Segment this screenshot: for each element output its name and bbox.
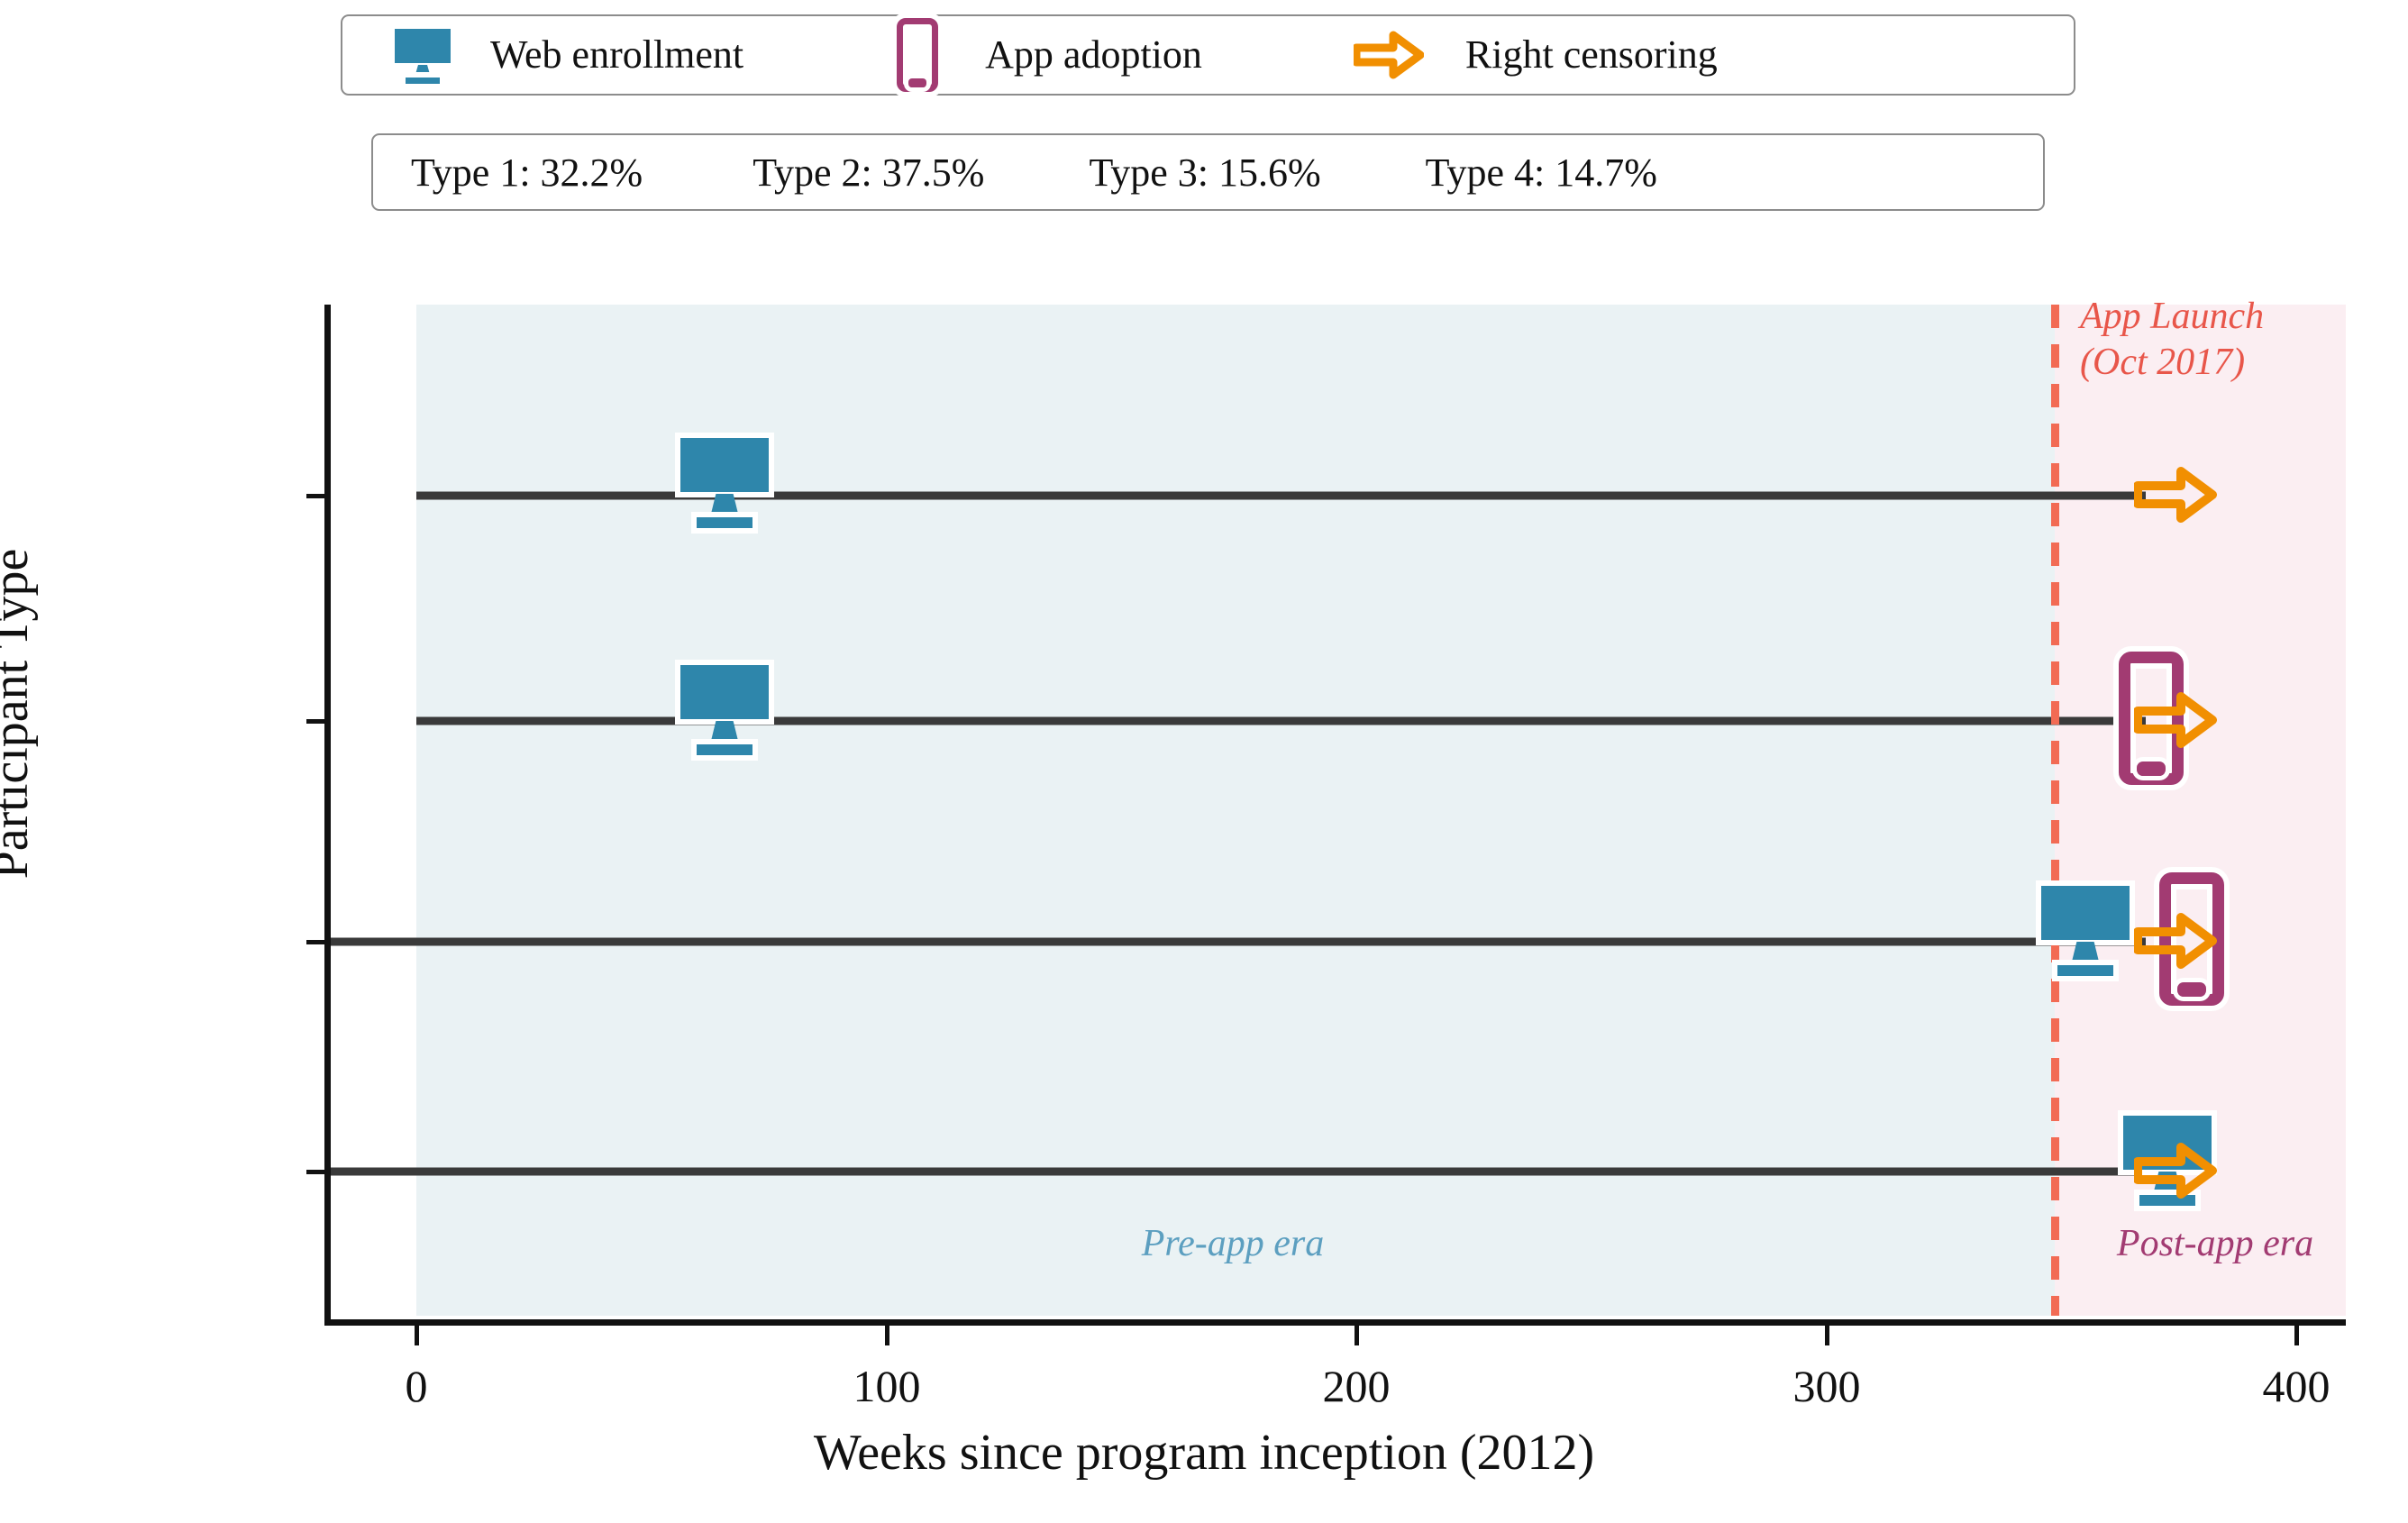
- marker-right-censoring-type-1: [2133, 465, 2217, 529]
- app-launch-line-1: App Launch: [2080, 296, 2265, 337]
- x-tick-label-200: 200: [1322, 1361, 1391, 1411]
- marker-right-censoring-type-2: [2133, 690, 2217, 754]
- y-axis-title: Participant Type: [0, 548, 39, 880]
- x-tick-200: [1354, 1326, 1359, 1345]
- timeline-type-4: [324, 1167, 2146, 1176]
- x-tick-label-100: 100: [853, 1361, 921, 1411]
- x-tick-0: [415, 1326, 419, 1345]
- x-tick-label-0: 0: [405, 1361, 428, 1411]
- phone-icon: [897, 18, 939, 92]
- app-launch-annotation: App Launch (Oct 2017): [2080, 294, 2264, 386]
- x-tick-label-400: 400: [2262, 1361, 2330, 1411]
- marker-web-enrollment-type-1: [680, 438, 769, 528]
- pre-app-era-shading: [416, 305, 2055, 1316]
- x-axis-title: Weeks since program inception (2012): [813, 1425, 1595, 1481]
- pre-app-era-label: Pre-app era: [1141, 1223, 1325, 1264]
- legend-type-percentages: Type 1: 32.2% Type 2: 37.5% Type 3: 15.6…: [371, 133, 2045, 211]
- post-app-era-label: Post-app era: [2116, 1223, 2314, 1264]
- app-launch-line-2: (Oct 2017): [2080, 342, 2246, 384]
- percentage-type-2: Type 2: 37.5%: [752, 150, 985, 195]
- marker-app-adoption-type-3: [2159, 872, 2224, 1006]
- chart-plot-area: App Launch (Oct 2017): [306, 296, 2346, 1411]
- marker-web-enrollment-type-3: [2041, 886, 2130, 976]
- x-tick-100: [885, 1326, 889, 1345]
- monitor-icon: [395, 27, 451, 84]
- legend-label-right-censoring: Right censoring: [1464, 32, 1718, 77]
- y-tick-type-1: [306, 494, 324, 498]
- legend-item-right-censoring: Right censoring: [1353, 16, 1718, 94]
- marker-web-enrollment-type-2: [680, 665, 769, 755]
- percentage-type-4: Type 4: 14.7%: [1425, 150, 1657, 195]
- y-tick-type-3: [306, 940, 324, 944]
- marker-app-adoption-type-2: [2119, 652, 2184, 785]
- legend-item-web-enrollment: Web enrollment: [395, 16, 743, 94]
- percentage-type-1: Type 1: 32.2%: [411, 150, 643, 195]
- timeline-type-2: [416, 716, 2146, 725]
- y-axis-spine: [324, 305, 331, 1321]
- right-arrow-icon: [1353, 30, 1424, 80]
- y-tick-type-2: [306, 719, 324, 724]
- legend-label-app-adoption: App adoption: [985, 32, 1202, 77]
- timeline-type-3: [324, 937, 2146, 946]
- marker-right-censoring-type-4: [2133, 1141, 2217, 1205]
- legend-label-web-enrollment: Web enrollment: [490, 32, 744, 77]
- x-tick-label-300: 300: [1792, 1361, 1861, 1411]
- timeline-type-1: [416, 491, 2146, 500]
- percentage-type-3: Type 3: 15.6%: [1089, 150, 1321, 195]
- legend-item-app-adoption: App adoption: [897, 16, 1202, 94]
- x-tick-400: [2294, 1326, 2299, 1345]
- legend-primary: Web enrollment App adoption Right censor…: [341, 14, 2075, 96]
- app-launch-vline: [2051, 305, 2059, 1316]
- x-axis-spine: [324, 1319, 2346, 1326]
- y-tick-type-4: [306, 1170, 324, 1174]
- marker-right-censoring-type-3: [2133, 911, 2217, 975]
- x-tick-300: [1825, 1326, 1829, 1345]
